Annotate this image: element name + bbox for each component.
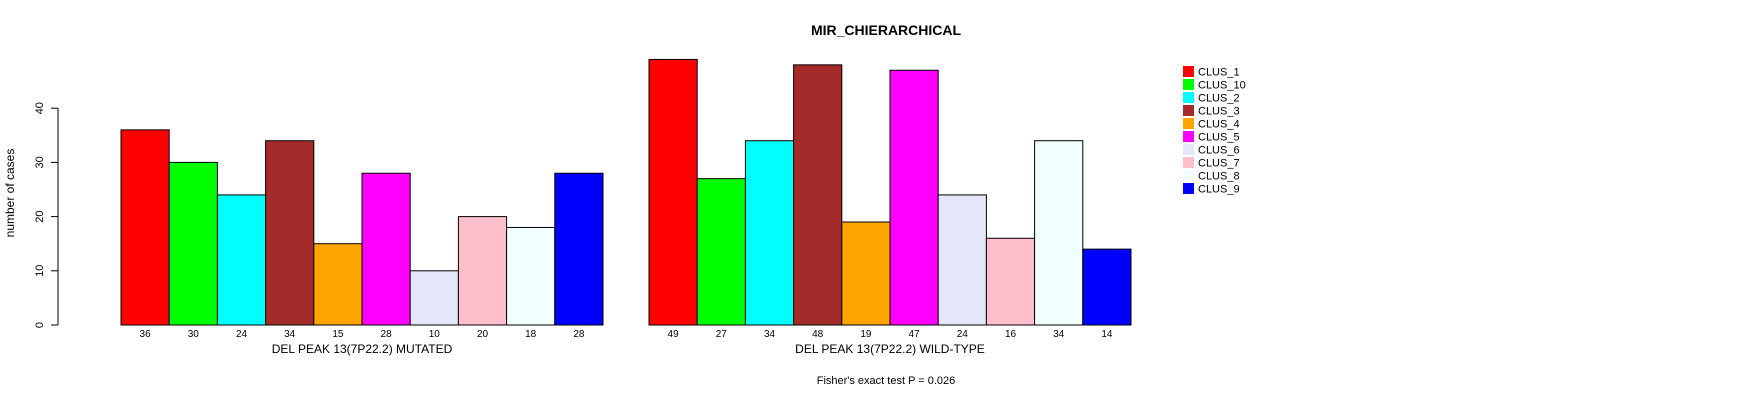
bar	[216, 194, 267, 326]
y-axis: 0 10 20 30 40	[34, 102, 59, 328]
bar	[985, 237, 1036, 326]
y-axis-label: number of cases	[3, 149, 17, 238]
legend-item: CLUS_4	[1183, 118, 1240, 131]
legend-swatch	[1183, 131, 1194, 142]
bar-value-label: 28	[573, 329, 585, 340]
bar-value-label: 19	[860, 329, 872, 340]
chart-title: MIR_CHIERARCHICAL	[811, 22, 962, 38]
fisher-test-label: Fisher's exact test P = 0.026	[817, 375, 956, 387]
bar	[313, 243, 363, 326]
legend-swatch	[1183, 144, 1194, 155]
legend-item: CLUS_3	[1183, 105, 1240, 118]
bar	[937, 194, 987, 326]
legend-swatch	[1183, 92, 1194, 103]
bar-groups: 36 30 24 34 15 28 10 20 18 28 DEL PEAK 13(7P22.2) …	[120, 58, 1132, 356]
group-x-label: DEL PEAK 13(7P22.2) MUTATED	[272, 342, 453, 356]
bar-value-label: 20	[477, 329, 489, 340]
legend-label: CLUS_3	[1198, 106, 1240, 118]
legend-swatch	[1183, 118, 1194, 129]
legend-label: CLUS_4	[1198, 119, 1240, 131]
group-x-label: DEL PEAK 13(7P22.2) WILD-TYPE	[795, 342, 985, 356]
bar-value-label: 24	[957, 329, 969, 340]
legend-item: CLUS_9	[1183, 183, 1240, 196]
legend-label: CLUS_10	[1198, 80, 1246, 92]
bar-value-label: 49	[668, 329, 680, 340]
bar-value-label: 47	[909, 329, 921, 340]
bar	[409, 270, 459, 326]
bar-value-label: 18	[525, 329, 537, 340]
y-tick-label: 0	[34, 322, 46, 328]
bar-value-label: 30	[188, 329, 200, 340]
legend-label: CLUS_5	[1198, 132, 1240, 144]
legend-item: CLUS_5	[1183, 131, 1240, 144]
bar	[265, 140, 315, 326]
bar-value-label: 34	[284, 329, 296, 340]
bar	[648, 58, 698, 326]
y-tick-label: 30	[34, 156, 46, 168]
bar	[889, 69, 939, 326]
bar	[361, 172, 411, 326]
bar-value-label: 24	[236, 329, 248, 340]
legend-swatch	[1183, 105, 1194, 116]
bar	[506, 226, 556, 326]
bar	[1034, 140, 1084, 326]
bar-value-label: 36	[140, 329, 152, 340]
bar-value-label: 34	[1053, 329, 1065, 340]
legend-label: CLUS_1	[1198, 67, 1240, 79]
bar-group-2: 49 27 34 48 19 47 24 16 34 14 DEL PEAK 13(7P22.2) …	[648, 58, 1132, 356]
y-tick-label: 20	[34, 210, 46, 222]
bar	[554, 172, 604, 326]
bar-value-label: 10	[429, 329, 441, 340]
legend-item: CLUS_10	[1183, 79, 1246, 92]
bar-value-label: 34	[764, 329, 776, 340]
legend-swatch	[1183, 170, 1194, 181]
legend-item: CLUS_1	[1183, 66, 1240, 79]
bar	[120, 129, 170, 326]
bar-value-label: 27	[716, 329, 728, 340]
y-tick-label: 40	[34, 102, 46, 114]
bar-value-label: 15	[332, 329, 344, 340]
legend-item: CLUS_2	[1183, 92, 1240, 105]
legend-label: CLUS_2	[1198, 93, 1240, 105]
bar	[793, 64, 843, 326]
legend-swatch	[1183, 183, 1194, 194]
bar-group-1: 36 30 24 34 15 28 10 20 18 28 DEL PEAK 13(7P22.2) …	[120, 129, 604, 356]
legend-swatch	[1183, 157, 1194, 168]
bar	[457, 216, 508, 326]
bar-value-label: 14	[1101, 329, 1113, 340]
legend-label: CLUS_8	[1198, 171, 1240, 183]
bar-value-label: 48	[812, 329, 824, 340]
legend: CLUS_1CLUS_10CLUS_2CLUS_3CLUS_4CLUS_5CLU…	[1183, 66, 1246, 196]
legend-item: CLUS_7	[1183, 157, 1240, 170]
bar-value-label: 16	[1005, 329, 1017, 340]
y-tick-label: 10	[34, 265, 46, 277]
legend-swatch	[1183, 79, 1194, 90]
bar	[841, 221, 891, 326]
bar	[744, 140, 795, 326]
bar	[1082, 248, 1132, 326]
bar	[168, 161, 218, 326]
legend-label: CLUS_6	[1198, 145, 1240, 157]
legend-label: CLUS_9	[1198, 184, 1240, 196]
bar	[696, 178, 746, 326]
bar-value-label: 28	[381, 329, 393, 340]
legend-item: CLUS_6	[1183, 144, 1240, 157]
legend-swatch	[1183, 66, 1194, 77]
legend-label: CLUS_7	[1198, 158, 1240, 170]
legend-item: CLUS_8	[1183, 170, 1240, 183]
